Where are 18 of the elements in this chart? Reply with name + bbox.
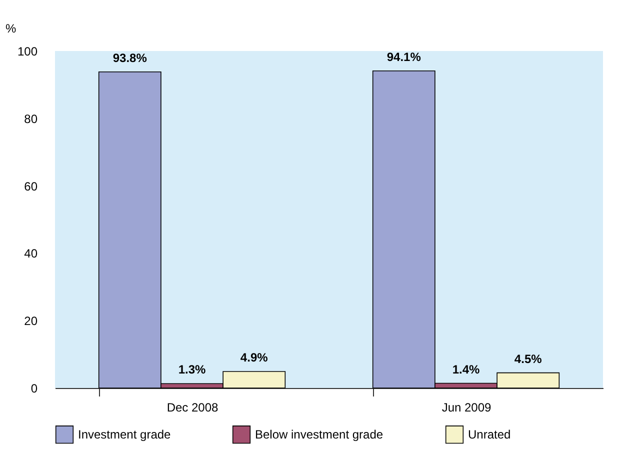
y-axis-title: % xyxy=(6,22,16,36)
data-label: 1.3% xyxy=(178,362,206,377)
y-tick-label: 60 xyxy=(24,179,38,194)
legend-label: Below investment grade xyxy=(255,428,384,442)
legend-label: Unrated xyxy=(468,428,511,442)
y-tick-label: 0 xyxy=(30,382,38,396)
x-tick-label: Dec 2008 xyxy=(166,400,219,414)
y-tick-label: 80 xyxy=(24,112,38,126)
data-label: 94.1% xyxy=(386,50,422,64)
data-label: 93.8% xyxy=(112,50,148,65)
data-label: 4.9% xyxy=(240,350,268,364)
x-tick-label: Jun 2009 xyxy=(442,400,492,414)
data-label: 1.4% xyxy=(452,362,480,376)
data-label: 4.5% xyxy=(514,352,542,366)
y-tick-label: 40 xyxy=(24,246,38,261)
y-tick-label: 20 xyxy=(24,314,38,328)
y-tick-label: 100 xyxy=(17,44,38,58)
legend-label: Investment grade xyxy=(78,428,172,442)
